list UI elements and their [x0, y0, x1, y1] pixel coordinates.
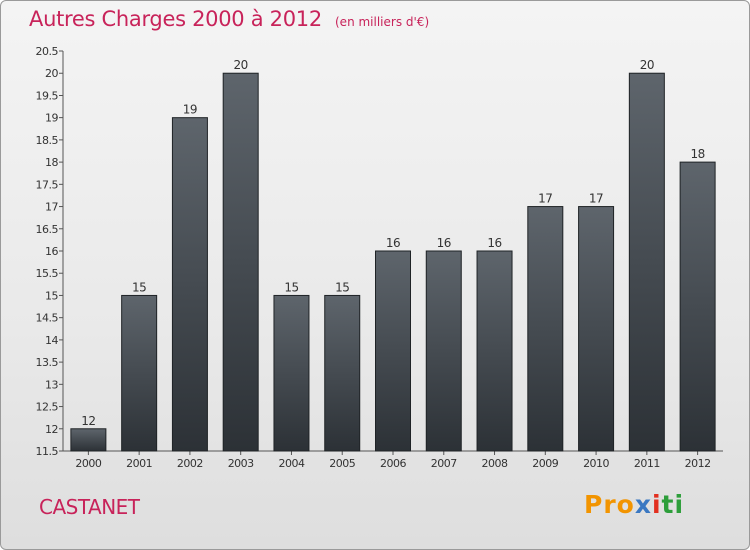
value-label-2000: 12 [81, 414, 95, 428]
title-row: Autres Charges 2000 à 2012 (en milliers … [29, 7, 429, 31]
y-tick-label: 13.5 [36, 356, 59, 369]
x-tick-label-2009: 2009 [532, 457, 558, 470]
bar-2004 [273, 294, 310, 452]
x-tick-label-2012: 2012 [685, 457, 711, 470]
bar-2005 [324, 294, 361, 452]
y-tick-label: 14 [45, 334, 58, 347]
value-label-2001: 15 [132, 280, 146, 294]
value-label-2012: 18 [690, 147, 704, 161]
y-tick-label: 11.5 [36, 445, 59, 458]
y-tick-label: 20.5 [36, 45, 59, 58]
value-label-2009: 17 [538, 192, 552, 206]
bar-2012 [679, 161, 716, 452]
x-tick-label-2002: 2002 [177, 457, 203, 470]
value-label-2011: 20 [640, 58, 654, 72]
y-tick-label: 13 [45, 378, 58, 391]
place-name: CASTANET [39, 495, 140, 519]
x-tick-label-2011: 2011 [634, 457, 660, 470]
y-tick-label: 18 [45, 156, 58, 169]
y-tick-label: 16.5 [36, 223, 59, 236]
y-tick-label: 15.5 [36, 267, 59, 280]
y-tick-label: 19.5 [36, 89, 59, 102]
y-tick-label: 15 [45, 289, 58, 302]
y-tick-label: 18.5 [36, 134, 59, 147]
unit-note: (en milliers d'€) [335, 15, 430, 29]
y-tick-label: 20 [45, 67, 58, 80]
x-tick-label-2000: 2000 [75, 457, 101, 470]
value-label-2005: 15 [335, 280, 349, 294]
y-tick-label: 19 [45, 112, 58, 125]
x-tick-label-2001: 2001 [126, 457, 152, 470]
y-tick-label: 12.5 [36, 401, 59, 414]
x-axis: 2000 2001 2002 2003 2004 2005 2006 2007 2008 2009… [63, 450, 723, 470]
proxiti-logo: Proxiti [584, 490, 685, 519]
y-axis: 11.5 12 12.5 13 13.5 14 14.5 15 15.5 16 16.5 17 17.5… [36, 45, 64, 458]
x-tick-label-2008: 2008 [482, 457, 508, 470]
bar-2008 [476, 250, 513, 452]
x-tick-label-2005: 2005 [329, 457, 355, 470]
x-tick-label-2003: 2003 [228, 457, 254, 470]
value-label-2003: 20 [234, 58, 248, 72]
y-tick-label: 16 [45, 245, 58, 258]
value-label-2006: 16 [386, 236, 400, 250]
y-tick-label: 17 [45, 201, 58, 214]
bar-2000 [70, 428, 107, 452]
bar-2009 [527, 206, 564, 452]
bar-2006 [375, 250, 411, 452]
y-tick-label: 12 [45, 423, 58, 436]
bar-2002 [171, 117, 208, 452]
bar-2001 [121, 294, 158, 452]
value-label-2007: 16 [437, 236, 451, 250]
chart-title: Autres Charges 2000 à 2012 [29, 7, 322, 31]
x-tick-label-2004: 2004 [278, 457, 304, 470]
value-label-2010: 17 [589, 192, 603, 206]
value-label-2002: 19 [183, 103, 197, 117]
bar-2007 [425, 250, 462, 452]
bar-2011 [628, 72, 665, 452]
bar-2003 [222, 72, 259, 452]
x-tick-label-2010: 2010 [583, 457, 609, 470]
x-tick-label-2007: 2007 [431, 457, 457, 470]
y-tick-label: 14.5 [36, 312, 59, 325]
bars: 12 15 19 20 15 15 16 16 16 17 17 20 18 [70, 58, 716, 452]
bar-2010 [578, 206, 615, 452]
x-tick-label-2006: 2006 [380, 457, 406, 470]
value-label-2004: 15 [284, 280, 298, 294]
y-tick-label: 17.5 [36, 178, 59, 191]
value-label-2008: 16 [487, 236, 501, 250]
